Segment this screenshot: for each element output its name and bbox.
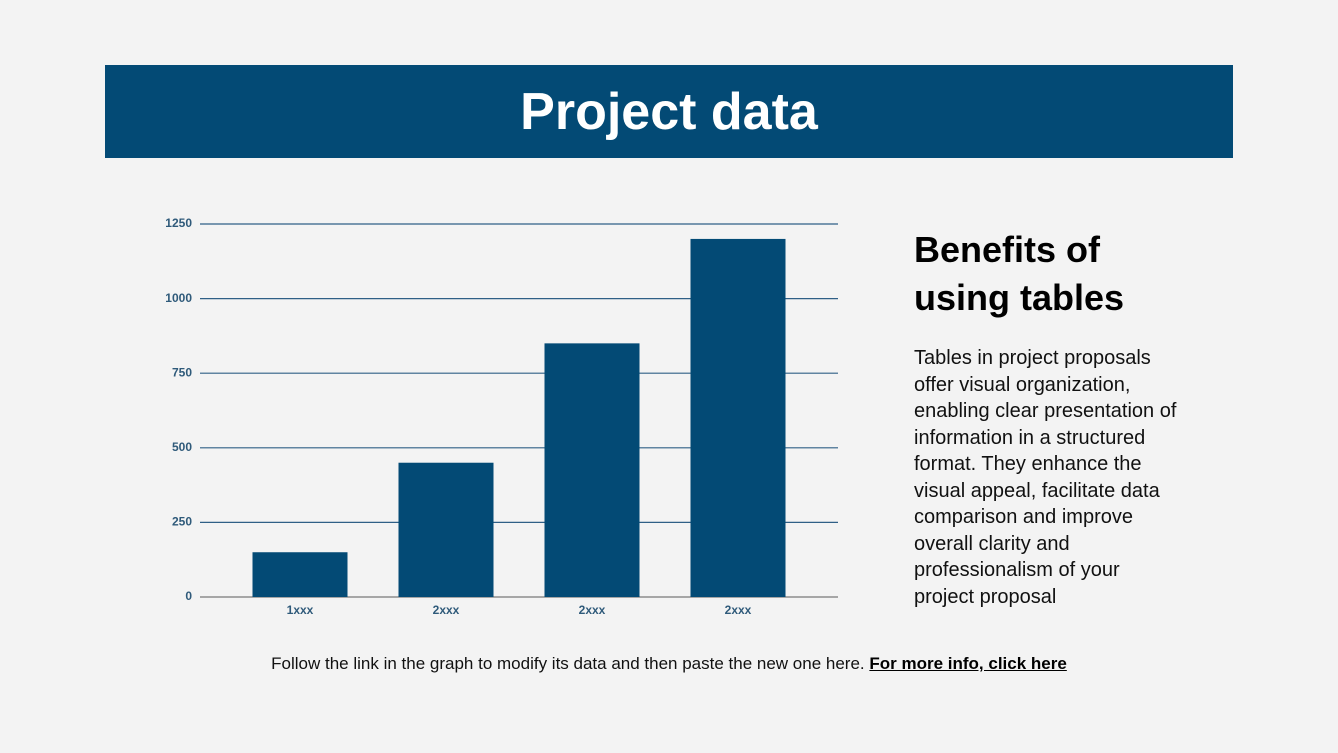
y-tick-label: 500 — [172, 440, 192, 454]
footer-text: Follow the link in the graph to modify i… — [271, 654, 865, 673]
y-tick-label: 750 — [172, 365, 192, 379]
title-banner: Project data — [105, 65, 1233, 158]
footer: Follow the link in the graph to modify i… — [0, 654, 1338, 674]
info-link[interactable]: For more info, click here — [869, 654, 1067, 673]
y-tick-label: 0 — [185, 589, 192, 603]
y-tick-label: 1000 — [165, 291, 192, 305]
side-heading: Benefits of using tables — [914, 229, 1125, 318]
chart: 0 250 500 750 1000 1250 1xxx 2xxx 2xxx 2xxx — [165, 216, 838, 617]
x-tick-label: 2xxx — [433, 603, 460, 617]
bar — [544, 343, 640, 597]
y-tick-label: 250 — [172, 515, 192, 529]
title: Project data — [520, 82, 818, 141]
x-tick-label: 2xxx — [725, 603, 752, 617]
x-tick-label: 2xxx — [579, 603, 606, 617]
side-body: Tables in project proposals offer visual… — [914, 347, 1177, 608]
bar — [252, 552, 348, 597]
bar — [398, 462, 494, 597]
x-tick-label: 1xxx — [287, 603, 314, 617]
y-tick-label: 1250 — [165, 216, 192, 230]
bar — [690, 238, 786, 598]
